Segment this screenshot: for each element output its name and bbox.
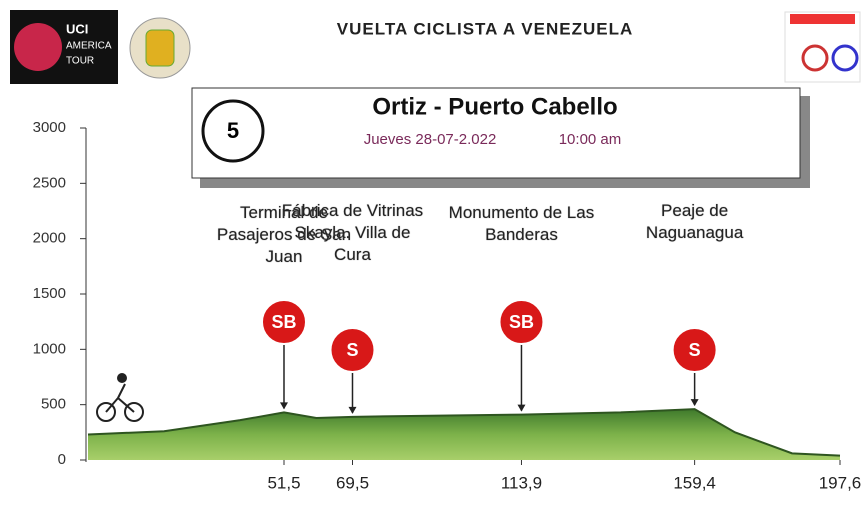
x-tick-label: 159,4 (673, 473, 716, 492)
annotation-arrowhead (280, 402, 288, 409)
y-tick-label: 1500 (33, 285, 66, 302)
y-tick-label: 2000 (33, 230, 66, 247)
annotation-text: Peaje de Naguanagua (620, 200, 770, 244)
chart: UCI AMERICA TOUR VUELTA CICLISTA A VENEZ… (0, 0, 867, 525)
title: VUELTA CICLISTA A VENEZUELA (337, 19, 633, 38)
logo-text: AMERICA (66, 41, 112, 52)
annotation-arrowhead (348, 407, 356, 414)
x-tick-label: 113,9 (501, 473, 542, 492)
annotation-marker-label: SB (509, 312, 534, 332)
y-tick-label: 500 (41, 396, 66, 413)
y-tick-label: 0 (58, 451, 66, 468)
y-tick-label: 3000 (33, 119, 66, 136)
stage-number: 5 (227, 118, 239, 143)
y-tick-label: 2500 (33, 174, 66, 191)
logo-text: TOUR (66, 56, 94, 67)
annotation-arrowhead (517, 405, 525, 412)
logo-text: UCI (66, 21, 88, 36)
y-tick-label: 1000 (33, 340, 66, 357)
elevation-area (88, 409, 840, 460)
uci-logo-mark (14, 23, 62, 71)
page: UCI AMERICA TOUR VUELTA CICLISTA A VENEZ… (0, 0, 867, 525)
x-tick-label: 69,5 (336, 473, 369, 492)
stage-time: 10:00 am (559, 131, 622, 148)
x-tick-label: 197,6 (819, 473, 862, 492)
cyclist (97, 374, 143, 421)
federation-shield (146, 30, 174, 66)
annotation-arrowhead (691, 399, 699, 406)
x-tick-label: 51,5 (267, 473, 300, 492)
annotation-text: Fábrica de Vitrinas Skayla. Villa de Cur… (277, 200, 427, 266)
stage-date: Jueves 28-07-2.022 (364, 131, 497, 148)
annotation-text: Monumento de Las Banderas (446, 202, 596, 246)
event-logo-flag (790, 14, 855, 24)
annotation-marker-label: S (346, 340, 358, 360)
annotation-marker-label: SB (271, 312, 296, 332)
stage-route: Ortiz - Puerto Cabello (372, 93, 617, 120)
annotation-marker-label: S (689, 340, 701, 360)
